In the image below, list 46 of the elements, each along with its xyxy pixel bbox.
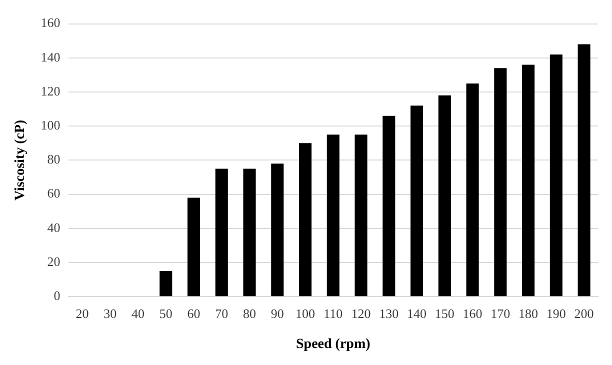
x-tick-label: 150 — [434, 306, 454, 321]
bar — [550, 54, 562, 296]
x-tick-label: 40 — [131, 306, 144, 321]
y-tick-label: 20 — [47, 254, 60, 269]
x-tick-label: 170 — [490, 306, 510, 321]
x-axis-title: Speed (rpm) — [296, 337, 371, 352]
x-tick-label: 80 — [243, 306, 256, 321]
x-tick-label: 70 — [215, 306, 228, 321]
bar — [215, 168, 228, 296]
bar — [271, 164, 284, 296]
x-tick-label: 130 — [379, 306, 399, 321]
y-axis-title: Viscosity (cP) — [13, 119, 28, 201]
bar — [466, 83, 479, 296]
bar — [187, 198, 200, 296]
x-tick-label: 160 — [462, 306, 482, 321]
y-tick-label: 80 — [47, 152, 60, 167]
y-tick-label: 0 — [54, 288, 60, 304]
bar — [494, 68, 507, 296]
x-tick-label: 20 — [76, 306, 89, 321]
bar — [243, 168, 256, 296]
x-tick-label: 110 — [324, 306, 343, 321]
x-tick-label: 90 — [270, 306, 284, 321]
y-tick-label: 140 — [40, 49, 60, 64]
x-tick-label: 30 — [104, 306, 117, 321]
y-tick-label: 100 — [40, 118, 60, 133]
bar — [382, 116, 396, 296]
x-tick-label: 120 — [351, 306, 371, 321]
x-tick-label: 50 — [159, 306, 172, 321]
bar — [354, 134, 368, 296]
y-tick-label: 160 — [40, 15, 60, 30]
bar — [522, 64, 535, 296]
bar — [326, 134, 340, 296]
bar — [410, 106, 424, 296]
x-tick-label: 200 — [574, 306, 594, 321]
y-tick-label: 40 — [47, 220, 60, 235]
x-tick-label: 60 — [187, 306, 200, 321]
bar — [578, 44, 590, 296]
bar — [299, 143, 312, 296]
y-tick-label: 120 — [40, 83, 60, 98]
x-tick-label: 190 — [546, 306, 566, 321]
x-tick-label: 140 — [407, 306, 427, 321]
x-tick-label: 180 — [518, 306, 538, 321]
bar — [438, 95, 451, 296]
x-tick-label: 100 — [296, 306, 316, 321]
y-tick-label: 60 — [47, 186, 60, 201]
bar — [160, 271, 172, 296]
